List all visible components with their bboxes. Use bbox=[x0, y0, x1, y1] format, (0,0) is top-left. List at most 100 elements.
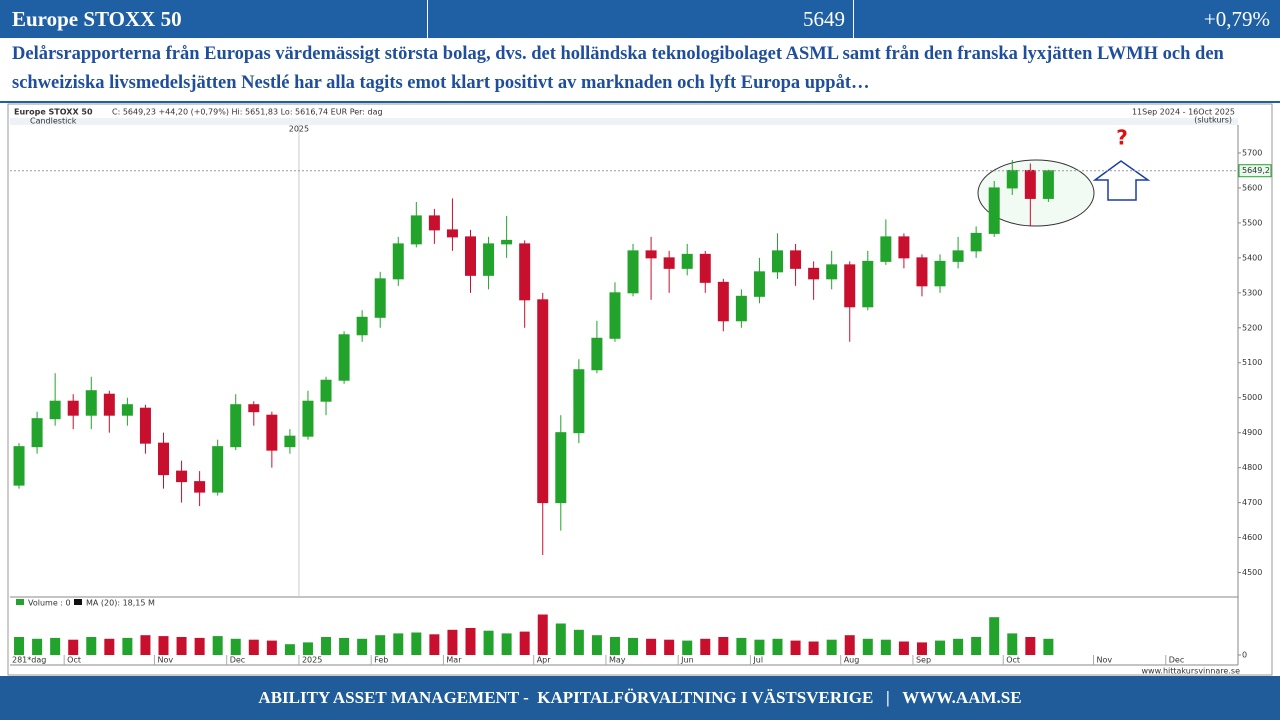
candle-body bbox=[609, 292, 621, 339]
volume-bar bbox=[772, 638, 783, 655]
y-tick-label: 5300 bbox=[1242, 288, 1262, 297]
candle-body bbox=[519, 243, 531, 301]
x-tick-label: Aug bbox=[844, 656, 860, 665]
volume-bar bbox=[50, 637, 61, 655]
y-tick-label: 5500 bbox=[1242, 218, 1262, 227]
volume-bar bbox=[176, 637, 187, 655]
candle-body bbox=[1024, 169, 1036, 199]
y-tick-label: 4600 bbox=[1242, 533, 1262, 542]
volume-bar bbox=[429, 634, 440, 655]
index-name: Europe STOXX 50 bbox=[12, 7, 182, 31]
candle-body bbox=[1006, 169, 1018, 189]
x-tick-label: Oct bbox=[1006, 656, 1020, 665]
last-price-tag bbox=[1238, 164, 1272, 178]
candle-body bbox=[826, 264, 838, 280]
candle-body bbox=[772, 250, 783, 273]
volume-bar bbox=[1043, 638, 1054, 655]
y-tick-label: 5400 bbox=[1242, 253, 1262, 262]
candle-body bbox=[85, 390, 97, 416]
candle-body bbox=[13, 446, 25, 486]
v-tick-label: 0 bbox=[1242, 651, 1247, 660]
candle-body bbox=[627, 250, 639, 294]
volume-bar bbox=[501, 633, 512, 655]
year-marker: 2025 bbox=[289, 125, 309, 134]
volume-bar bbox=[953, 638, 964, 655]
volume-bar bbox=[302, 642, 313, 655]
last-price-label: 5649,2 bbox=[1242, 166, 1270, 175]
candle-body bbox=[410, 215, 422, 245]
x-tick-label: Oct bbox=[67, 656, 81, 665]
candle-body bbox=[988, 187, 1000, 234]
x-tick-label: Jul bbox=[752, 656, 763, 665]
volume-bar bbox=[158, 636, 169, 655]
x-tick-label: Nov bbox=[157, 656, 173, 665]
separator bbox=[427, 0, 428, 38]
candle-body bbox=[446, 229, 458, 238]
candle-body bbox=[374, 278, 386, 318]
volume-bar bbox=[393, 633, 404, 655]
candle-body bbox=[735, 295, 747, 322]
volume-bar bbox=[628, 637, 639, 655]
candle-body bbox=[230, 404, 242, 448]
x-tick-label: May bbox=[609, 656, 626, 665]
x-tick-label: Dec bbox=[230, 656, 245, 665]
candle-body bbox=[356, 316, 368, 336]
volume-bar bbox=[591, 635, 602, 655]
volume-bar bbox=[682, 640, 693, 655]
volume-bar bbox=[411, 632, 422, 655]
separator bbox=[853, 0, 854, 38]
volume-bar bbox=[862, 638, 873, 655]
candle-body bbox=[67, 400, 79, 416]
range-label: 281*dag bbox=[12, 656, 46, 665]
legend-swatch bbox=[16, 599, 24, 605]
volume-bar bbox=[339, 637, 350, 655]
volume-bar bbox=[122, 637, 133, 655]
volume-bar bbox=[826, 639, 837, 655]
candle-body bbox=[1042, 170, 1054, 199]
volume-bar bbox=[736, 637, 747, 655]
candle-body bbox=[808, 267, 820, 280]
period: 11Sep 2024 - 16Oct 2025 bbox=[1132, 108, 1235, 117]
candle-body bbox=[591, 337, 603, 371]
volume-bar bbox=[248, 639, 259, 655]
up-arrow bbox=[1092, 160, 1151, 201]
volume-bar bbox=[609, 637, 620, 655]
candle-body bbox=[121, 404, 133, 416]
candle-body bbox=[970, 232, 982, 252]
chart-info: C: 5649,23 +44,20 (+0,79%) Hi: 5651,83 L… bbox=[112, 108, 383, 117]
candle-body bbox=[862, 260, 874, 308]
x-tick-label: Apr bbox=[537, 656, 552, 665]
ma-legend: MA (20): 18,15 M bbox=[86, 599, 155, 608]
chart-frame bbox=[0, 101, 1280, 676]
source: www.hittakursvinnare.se bbox=[1142, 667, 1241, 676]
volume-bar bbox=[104, 638, 115, 655]
candle-body bbox=[103, 393, 115, 416]
volume-bar bbox=[230, 638, 241, 655]
candle-body bbox=[699, 253, 711, 283]
candle-body bbox=[266, 414, 278, 451]
y-tick-label: 4500 bbox=[1242, 568, 1262, 577]
candle-body bbox=[483, 243, 495, 276]
y-tick-label: 5100 bbox=[1242, 358, 1262, 367]
candle-body bbox=[31, 418, 43, 448]
y-tick-label: 4900 bbox=[1242, 428, 1262, 437]
candle-body bbox=[880, 236, 892, 262]
candle-body bbox=[302, 400, 314, 437]
index-value: 5649 bbox=[803, 7, 845, 31]
volume-bar bbox=[375, 635, 386, 655]
volume-bar bbox=[935, 640, 946, 655]
y-tick-label: 4700 bbox=[1242, 498, 1262, 507]
candle-body bbox=[952, 250, 964, 262]
volume-bar bbox=[971, 637, 982, 655]
volume-bar bbox=[266, 640, 277, 655]
x-tick-label: Sep bbox=[916, 656, 931, 665]
volume-bar bbox=[844, 635, 855, 655]
candle-body bbox=[573, 369, 585, 434]
volume-bar bbox=[140, 635, 151, 655]
y-tick-label: 4800 bbox=[1242, 463, 1262, 472]
volume-bar bbox=[321, 637, 332, 655]
y-tick-label: 5600 bbox=[1242, 183, 1262, 192]
volume-bar bbox=[537, 614, 548, 655]
candle-body bbox=[176, 470, 188, 483]
